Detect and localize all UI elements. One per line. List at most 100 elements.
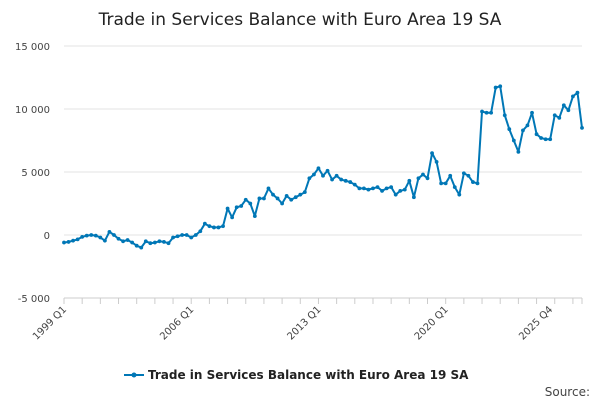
data-point[interactable] bbox=[325, 168, 330, 173]
data-point[interactable] bbox=[543, 137, 548, 142]
data-point[interactable] bbox=[112, 233, 116, 237]
data-point[interactable] bbox=[152, 240, 157, 245]
data-point[interactable] bbox=[548, 137, 553, 142]
data-point[interactable] bbox=[75, 237, 80, 242]
data-point[interactable] bbox=[461, 171, 466, 176]
data-point[interactable] bbox=[148, 241, 153, 246]
data-point[interactable] bbox=[212, 225, 216, 230]
data-point[interactable] bbox=[84, 233, 89, 238]
data-point[interactable] bbox=[266, 186, 271, 191]
data-point[interactable] bbox=[521, 128, 525, 133]
data-point[interactable] bbox=[371, 186, 375, 191]
data-point[interactable] bbox=[275, 196, 280, 201]
data-point[interactable] bbox=[552, 113, 557, 118]
data-point[interactable] bbox=[480, 109, 484, 114]
data-point[interactable] bbox=[175, 234, 180, 239]
data-point[interactable] bbox=[361, 186, 366, 191]
data-point[interactable] bbox=[243, 197, 248, 202]
data-point[interactable] bbox=[93, 233, 98, 238]
data-point[interactable] bbox=[475, 181, 480, 186]
data-point[interactable] bbox=[484, 110, 489, 115]
legend[interactable]: Trade in Services Balance with Euro Area… bbox=[124, 368, 469, 382]
data-point[interactable] bbox=[271, 192, 275, 197]
data-point[interactable] bbox=[357, 186, 362, 191]
data-point[interactable] bbox=[421, 172, 425, 177]
data-point[interactable] bbox=[407, 178, 412, 183]
data-point[interactable] bbox=[375, 185, 380, 190]
data-point[interactable] bbox=[316, 166, 321, 171]
data-point[interactable] bbox=[575, 90, 580, 95]
data-point[interactable] bbox=[202, 221, 207, 226]
data-point[interactable] bbox=[312, 172, 316, 177]
data-point[interactable] bbox=[321, 173, 325, 178]
data-point[interactable] bbox=[262, 196, 266, 201]
data-point[interactable] bbox=[116, 236, 121, 241]
data-point[interactable] bbox=[493, 85, 498, 90]
data-point[interactable] bbox=[166, 241, 171, 246]
data-point[interactable] bbox=[471, 180, 475, 184]
data-point[interactable] bbox=[448, 173, 453, 178]
data-point[interactable] bbox=[343, 178, 348, 183]
data-point[interactable] bbox=[434, 160, 439, 164]
data-point[interactable] bbox=[139, 245, 144, 250]
data-point[interactable] bbox=[293, 195, 298, 200]
data-point[interactable] bbox=[507, 127, 512, 132]
data-point[interactable] bbox=[107, 229, 112, 234]
data-point[interactable] bbox=[102, 238, 107, 243]
data-point[interactable] bbox=[207, 224, 212, 229]
data-point[interactable] bbox=[530, 110, 534, 115]
data-point[interactable] bbox=[66, 240, 71, 244]
data-point[interactable] bbox=[62, 240, 66, 245]
data-point[interactable] bbox=[189, 235, 194, 240]
data-point[interactable] bbox=[411, 195, 416, 200]
data-point[interactable] bbox=[180, 233, 185, 237]
data-point[interactable] bbox=[516, 149, 521, 154]
data-point[interactable] bbox=[557, 115, 562, 120]
data-point[interactable] bbox=[425, 176, 430, 181]
data-point[interactable] bbox=[98, 235, 103, 240]
data-point[interactable] bbox=[534, 132, 539, 137]
data-point[interactable] bbox=[380, 189, 384, 193]
data-point[interactable] bbox=[289, 197, 294, 202]
data-point[interactable] bbox=[339, 177, 344, 182]
data-point[interactable] bbox=[352, 182, 357, 187]
data-point[interactable] bbox=[452, 185, 457, 190]
data-point[interactable] bbox=[121, 239, 125, 244]
data-point[interactable] bbox=[443, 181, 448, 186]
data-point[interactable] bbox=[302, 190, 307, 195]
data-point[interactable] bbox=[252, 214, 257, 219]
data-point[interactable] bbox=[402, 187, 407, 192]
data-point[interactable] bbox=[157, 239, 162, 244]
data-point[interactable] bbox=[498, 84, 503, 89]
data-point[interactable] bbox=[89, 233, 94, 237]
data-point[interactable] bbox=[234, 205, 239, 210]
data-point[interactable] bbox=[430, 151, 434, 156]
data-point[interactable] bbox=[489, 110, 494, 115]
data-point[interactable] bbox=[216, 225, 221, 230]
data-point[interactable] bbox=[230, 215, 235, 220]
data-point[interactable] bbox=[221, 224, 225, 229]
data-point[interactable] bbox=[398, 189, 403, 193]
data-point[interactable] bbox=[511, 138, 516, 143]
data-point[interactable] bbox=[162, 240, 166, 244]
data-point[interactable] bbox=[257, 196, 262, 201]
data-point[interactable] bbox=[298, 192, 303, 197]
data-point[interactable] bbox=[171, 235, 175, 240]
data-point[interactable] bbox=[416, 176, 421, 181]
data-point[interactable] bbox=[384, 186, 389, 191]
data-point[interactable] bbox=[225, 206, 230, 211]
data-point[interactable] bbox=[184, 233, 189, 237]
data-point[interactable] bbox=[366, 187, 371, 192]
data-point[interactable] bbox=[134, 243, 139, 248]
data-point[interactable] bbox=[457, 192, 462, 197]
data-point[interactable] bbox=[571, 94, 575, 99]
data-point[interactable] bbox=[280, 201, 285, 206]
data-point[interactable] bbox=[248, 201, 253, 206]
data-point[interactable] bbox=[439, 181, 444, 186]
data-point[interactable] bbox=[125, 238, 130, 242]
data-point[interactable] bbox=[307, 176, 312, 181]
data-point[interactable] bbox=[143, 239, 148, 244]
data-point[interactable] bbox=[561, 103, 566, 108]
data-point[interactable] bbox=[71, 238, 75, 243]
data-point[interactable] bbox=[580, 126, 584, 130]
